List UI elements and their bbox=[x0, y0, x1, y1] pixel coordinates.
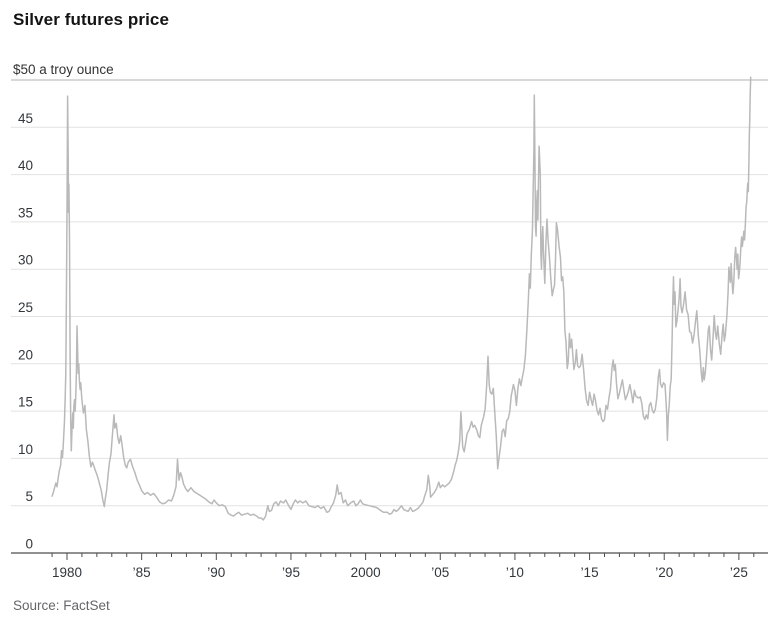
y-tick-label: 20 bbox=[18, 347, 33, 362]
x-tick-label: 2000 bbox=[351, 565, 381, 580]
x-tick-label: ’05 bbox=[431, 565, 449, 580]
silver-price-line-chart: 0 5 10 15 20 25 30 35 40 45 1980 ’85 ’90 ’95 2000 ’05 ’1… bbox=[11, 76, 768, 580]
x-tick-label: ’20 bbox=[655, 565, 673, 580]
x-tick-label: ’15 bbox=[581, 565, 599, 580]
y-tick-label: 45 bbox=[18, 111, 33, 126]
y-tick-label: 25 bbox=[18, 300, 33, 315]
y-tick-label: 30 bbox=[18, 253, 33, 268]
y-tick-label: 35 bbox=[18, 205, 33, 220]
x-tick-label: ’25 bbox=[730, 565, 748, 580]
y-tick-label: 10 bbox=[18, 442, 33, 457]
x-tick-label: 1980 bbox=[52, 565, 82, 580]
x-tick-label: ’95 bbox=[282, 565, 300, 580]
y-tick-label: 5 bbox=[25, 489, 33, 504]
y-axis-unit-label: $50 a troy ounce bbox=[13, 62, 114, 77]
silver-price-line bbox=[51, 76, 752, 521]
x-tick-label: ’90 bbox=[207, 565, 225, 580]
source-note: Source: FactSet bbox=[13, 598, 110, 613]
chart-title: Silver futures price bbox=[13, 10, 170, 29]
y-tick-label: 15 bbox=[18, 395, 33, 410]
y-tick-label: 0 bbox=[25, 537, 33, 552]
x-tick-label: ’85 bbox=[133, 565, 151, 580]
y-tick-label: 40 bbox=[18, 158, 33, 173]
x-tick-label: ’10 bbox=[506, 565, 524, 580]
